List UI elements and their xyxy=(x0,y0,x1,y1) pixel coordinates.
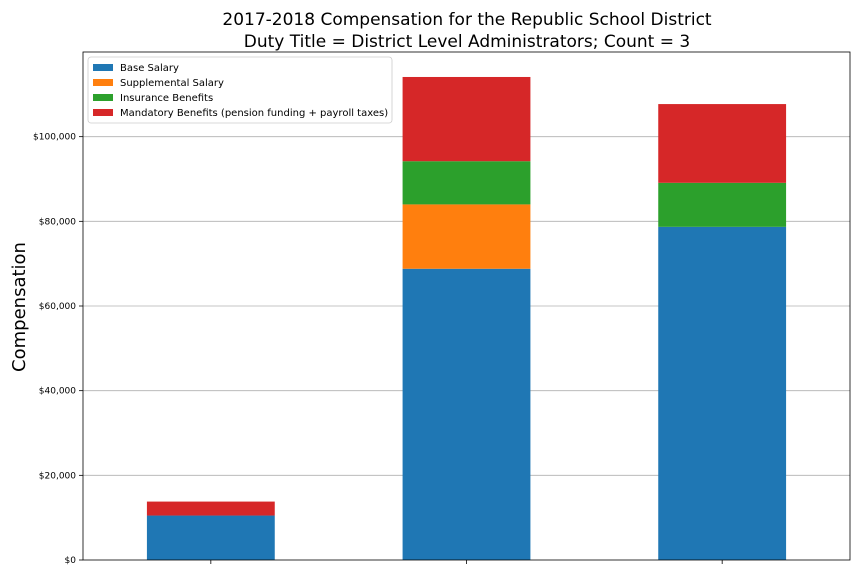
bars xyxy=(146,76,787,560)
bar-segment-mandatory-benefits-pension-funding-payroll-taxes xyxy=(658,104,787,183)
y-tick-label: $40,000 xyxy=(39,387,76,397)
y-tick-label: $60,000 xyxy=(39,302,76,312)
bar-segment-base-salary xyxy=(146,515,275,560)
legend: Base Salary Supplemental Salary Insurance … xyxy=(87,56,393,124)
bar-segment-insurance-benefits xyxy=(402,161,531,205)
legend-label: Base Salary xyxy=(120,63,179,74)
chart-title: 2017-2018 Compensation for the Republic … xyxy=(222,10,712,30)
legend-label: Insurance Benefits xyxy=(120,93,213,104)
legend-box xyxy=(87,56,393,124)
legend-swatch xyxy=(93,94,113,101)
legend-swatch xyxy=(93,64,113,71)
legend-swatch xyxy=(93,79,113,86)
axes: $0 $20,000 $40,000 $60,000 $80,000 $100,000 xyxy=(33,51,851,566)
bar-segment-mandatory-benefits-pension-funding-payroll-taxes xyxy=(146,501,275,516)
bar-segment-base-salary xyxy=(658,226,787,560)
legend-label: Supplemental Salary xyxy=(120,78,224,89)
bar-segment-supplemental-salary xyxy=(402,204,531,269)
y-tick-label: $20,000 xyxy=(39,471,76,481)
bar-segment-mandatory-benefits-pension-funding-payroll-taxes xyxy=(402,76,531,162)
y-tick-label: $80,000 xyxy=(39,217,76,227)
plot-frame xyxy=(82,51,851,561)
chart-subtitle: Duty Title = District Level Administrato… xyxy=(244,32,690,52)
bar-segment-insurance-benefits xyxy=(658,182,787,227)
y-tick-label: $0 xyxy=(65,556,77,566)
y-tick-label: $100,000 xyxy=(33,133,76,143)
legend-label: Mandatory Benefits (pension funding + pa… xyxy=(120,108,388,119)
y-axis-label: Compensation xyxy=(9,242,30,372)
legend-swatch xyxy=(93,109,113,116)
bar-segment-base-salary xyxy=(402,268,531,560)
